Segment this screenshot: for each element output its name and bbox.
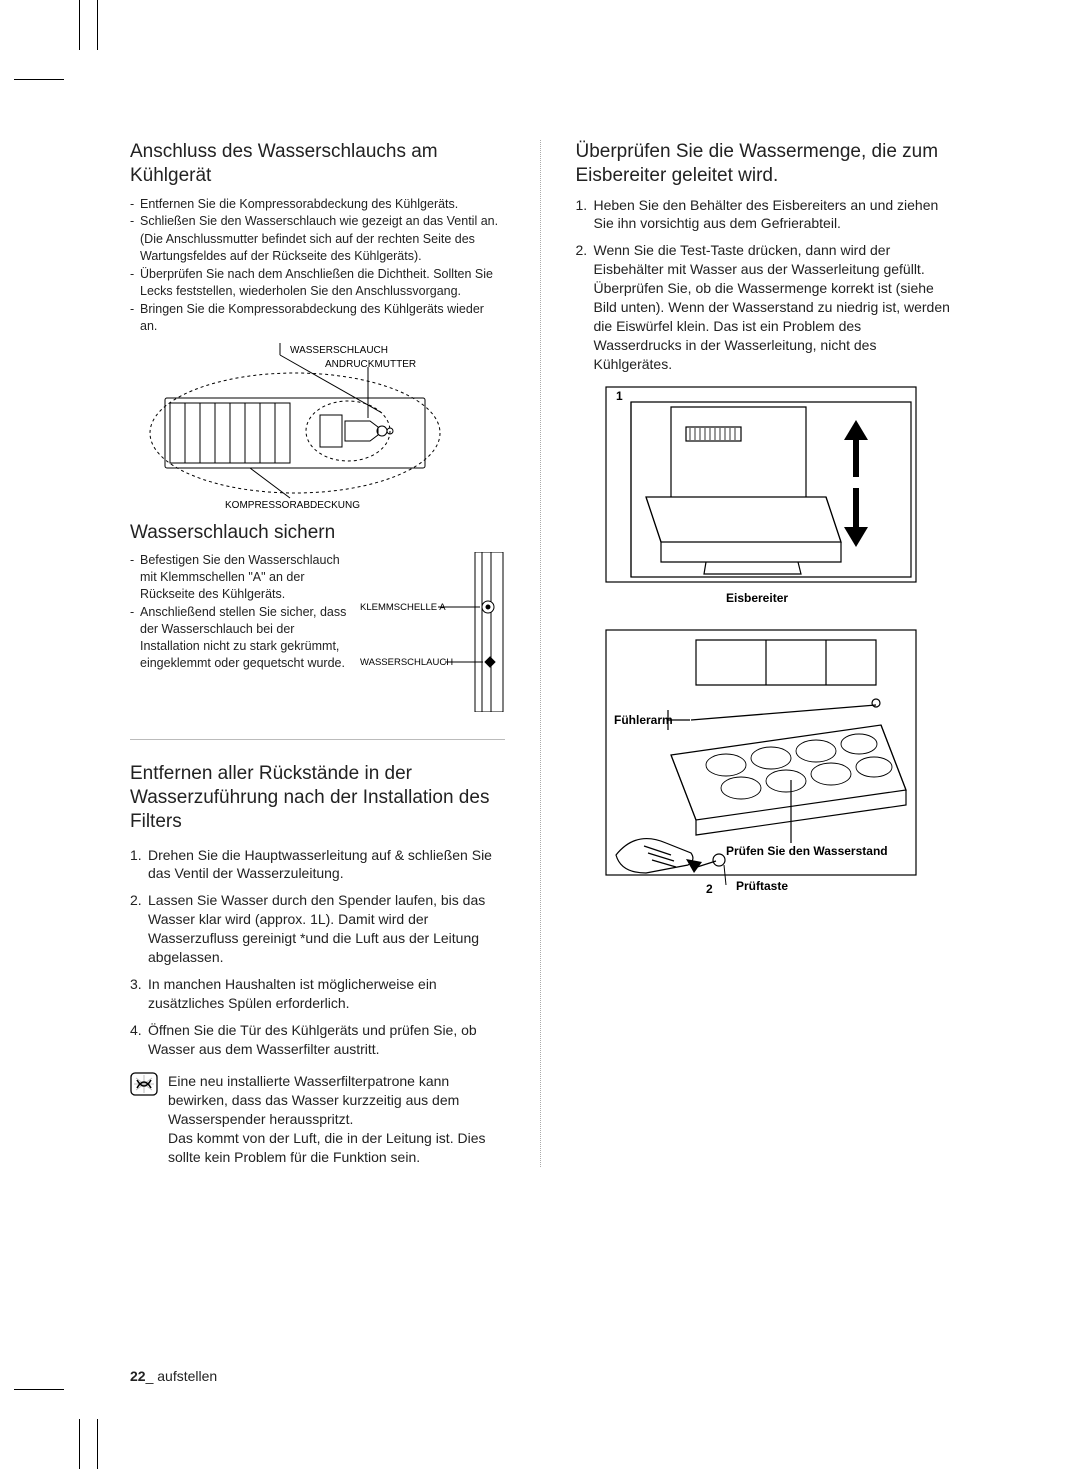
sec3-steps: 1.Drehen Sie die Hauptwasserleitung auf … xyxy=(130,846,505,1059)
bullet: Schließen Sie den Wasserschlauch wie gez… xyxy=(140,213,505,230)
step: Wenn Sie die Test-Taste drücken, dann wi… xyxy=(594,241,951,373)
sec2-bullets: -Befestigen Sie den Wasserschlauch mit K… xyxy=(130,552,348,672)
page-number: 22 xyxy=(130,1368,146,1384)
bullet: Anschließend stellen Sie sicher, dass de… xyxy=(140,604,348,672)
step: Drehen Sie die Hauptwasserleitung auf & … xyxy=(148,846,505,884)
label-kompressor: KOMPRESSORABDECKUNG xyxy=(225,500,360,511)
left-column: Anschluss des Wasserschlauchs am Kühlger… xyxy=(130,140,505,1167)
label-klemmschelle: KLEMMSCHELLE A xyxy=(360,602,446,613)
step: In manchen Haushalten ist möglicherweise… xyxy=(148,975,505,1013)
bullet: Bringen Sie die Kompressorabdeckung des … xyxy=(140,301,505,335)
bullet: Befestigen Sie den Wasserschlauch mit Kl… xyxy=(140,552,348,603)
two-column-layout: Anschluss des Wasserschlauchs am Kühlger… xyxy=(130,140,950,1167)
label-eisbereiter: Eisbereiter xyxy=(726,591,788,605)
step: Lassen Sie Wasser durch den Spender lauf… xyxy=(148,891,505,967)
note-line: Das kommt von der Luft, die in der Leitu… xyxy=(168,1129,505,1167)
page-footer: 22_ aufstellen xyxy=(130,1368,217,1384)
right-column: Überprüfen Sie die Wassermenge, die zum … xyxy=(576,140,951,1167)
label-prueftaste: Prüftaste xyxy=(736,879,788,893)
column-divider xyxy=(540,140,541,1167)
step: Öffnen Sie die Tür des Kühlgeräts und pr… xyxy=(148,1021,505,1059)
bullet: Überprüfen Sie nach dem Anschließen die … xyxy=(140,266,505,300)
note-icon xyxy=(130,1072,158,1096)
diagram-secure-hose: KLEMMSCHELLE A WASSERSCHLAUCH xyxy=(360,552,505,717)
label-wasserschlauch: WASSERSCHLAUCH xyxy=(290,345,388,356)
marker-1: 1 xyxy=(616,389,623,403)
label-wasserstand: Prüfen Sie den Wasserstand xyxy=(726,844,888,858)
heading-sec1: Anschluss des Wasserschlauchs am Kühlger… xyxy=(130,140,505,188)
section-rule xyxy=(130,739,505,740)
label-fuehlerarm: Fühlerarm xyxy=(614,713,673,727)
heading-right-sec1: Überprüfen Sie die Wassermenge, die zum … xyxy=(576,140,951,188)
footer-section: aufstellen xyxy=(157,1368,217,1384)
bullet-sub: (Die Anschlussmutter befindet sich auf d… xyxy=(140,231,505,265)
note-line: Eine neu installierte Wasserfilterpatron… xyxy=(168,1072,505,1129)
bullet: Entfernen Sie die Kompressorabdeckung de… xyxy=(140,196,505,213)
diagram-connect-hose: WASSERSCHLAUCH ANDRUCKMUTTER KOMPRESSORA… xyxy=(130,343,505,513)
sec1-bullets: -Entfernen Sie die Kompressorabdeckung d… xyxy=(130,196,505,335)
right-steps: 1.Heben Sie den Behälter des Eisbereiter… xyxy=(576,196,951,374)
diagram-icemaker-bottom: Fühlerarm Prüfen Sie den Wasserstand Prü… xyxy=(576,625,951,905)
step: Heben Sie den Behälter des Eisbereiters … xyxy=(594,196,951,234)
heading-sec3: Entfernen aller Rückstände in der Wasser… xyxy=(130,762,505,833)
label-wasserschlauch2: WASSERSCHLAUCH xyxy=(360,657,453,668)
marker-2: 2 xyxy=(706,882,713,896)
underscore: _ xyxy=(146,1368,154,1384)
info-note: Eine neu installierte Wasserfilterpatron… xyxy=(130,1072,505,1166)
diagram-icemaker-top: 1 Eisbereiter xyxy=(576,382,951,607)
heading-sec2: Wasserschlauch sichern xyxy=(130,521,505,545)
label-andruckmutter: ANDRUCKMUTTER xyxy=(325,359,416,370)
